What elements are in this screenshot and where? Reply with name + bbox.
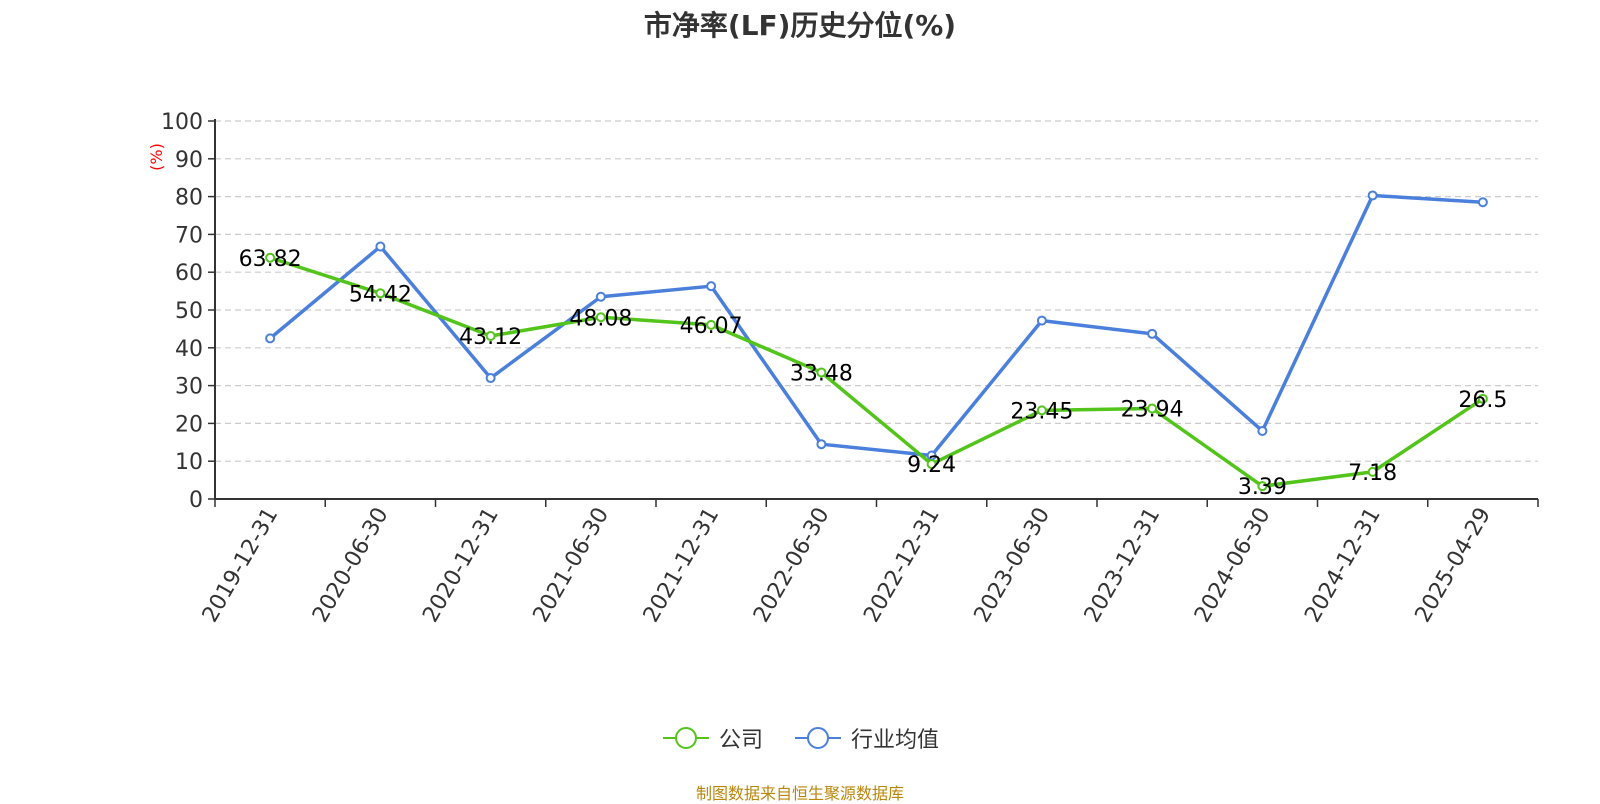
series-line-industry	[269, 193, 1483, 458]
data-label: 9.24	[907, 453, 956, 478]
data-point-industry	[1147, 328, 1158, 339]
x-tick-label: 2021-06-30	[528, 504, 614, 627]
x-tick-label: 2022-12-31	[859, 504, 945, 627]
legend-item-industry[interactable]: 行业均值	[793, 722, 939, 754]
y-tick-label: 70	[175, 223, 203, 248]
legend: 公司 行业均值	[0, 722, 1600, 754]
data-point-industry	[375, 241, 386, 252]
data-label: 48.08	[569, 306, 632, 331]
x-tick-label: 2024-06-30	[1190, 504, 1276, 627]
data-point-industry	[485, 373, 496, 384]
y-axis-label: (%)	[147, 143, 166, 171]
x-tick-label: 2021-12-31	[639, 504, 725, 627]
data-label: 33.48	[790, 361, 853, 386]
legend-label-industry: 行业均值	[851, 728, 940, 753]
legend-item-company[interactable]: 公司	[661, 722, 763, 754]
y-tick-label: 50	[175, 299, 203, 324]
data-point-industry	[816, 439, 827, 450]
chart-title: 市净率(LF)历史分位(%)	[643, 9, 957, 42]
data-point-company	[926, 459, 937, 470]
legend-swatch-industry	[795, 727, 841, 749]
data-point-company	[265, 252, 276, 263]
data-label: 23.94	[1121, 398, 1184, 423]
data-label: 43.12	[459, 325, 522, 350]
y-tick-label: 90	[175, 148, 203, 173]
y-tick-label: 0	[189, 488, 203, 513]
data-point-company	[375, 288, 386, 299]
y-tick-label: 10	[175, 450, 203, 475]
x-tick-label: 2020-06-30	[308, 504, 394, 627]
x-tick-label: 2020-12-31	[418, 504, 504, 627]
data-point-company	[1257, 481, 1268, 492]
legend-label-company: 公司	[718, 728, 763, 753]
x-tick-label: 2025-04-29	[1410, 504, 1496, 627]
y-tick-label: 80	[175, 186, 203, 211]
data-point-company	[816, 367, 827, 378]
data-point-industry	[595, 291, 606, 302]
y-tick-label: 30	[175, 375, 203, 400]
data-point-company	[485, 331, 496, 342]
data-point-industry	[706, 281, 717, 292]
data-label: 63.82	[239, 247, 302, 272]
data-point-company	[706, 319, 717, 330]
data-point-company	[1477, 393, 1488, 404]
y-tick-label: 20	[175, 412, 203, 437]
x-tick-label: 2023-12-31	[1080, 504, 1166, 627]
data-point-company	[1367, 466, 1378, 477]
y-tick-label: 40	[175, 337, 203, 362]
y-tick-label: 60	[175, 261, 203, 286]
data-label: 3.39	[1238, 475, 1287, 500]
data-label: 26.5	[1458, 388, 1507, 413]
data-point-industry	[1477, 197, 1488, 208]
x-tick-label: 2023-06-30	[969, 504, 1055, 627]
data-label: 46.07	[680, 314, 743, 339]
data-label: 54.42	[349, 282, 412, 307]
source-note: 制图数据来自恒生聚源数据库	[695, 784, 904, 803]
data-point-industry	[1036, 315, 1047, 326]
data-point-industry	[265, 333, 276, 344]
data-point-company	[1036, 405, 1047, 416]
data-point-company	[595, 312, 606, 323]
x-tick-label: 2022-06-30	[749, 504, 835, 627]
data-point-industry	[1367, 190, 1378, 201]
x-tick-label: 2019-12-31	[198, 504, 284, 627]
data-label: 7.18	[1348, 461, 1397, 486]
y-tick-label: 100	[161, 110, 203, 135]
data-point-industry	[1257, 425, 1268, 436]
data-point-company	[1147, 403, 1158, 414]
series-line-company	[269, 256, 1484, 488]
legend-swatch-company	[662, 727, 709, 749]
x-tick-label: 2024-12-31	[1300, 504, 1386, 627]
data-label: 23.45	[1010, 399, 1073, 424]
